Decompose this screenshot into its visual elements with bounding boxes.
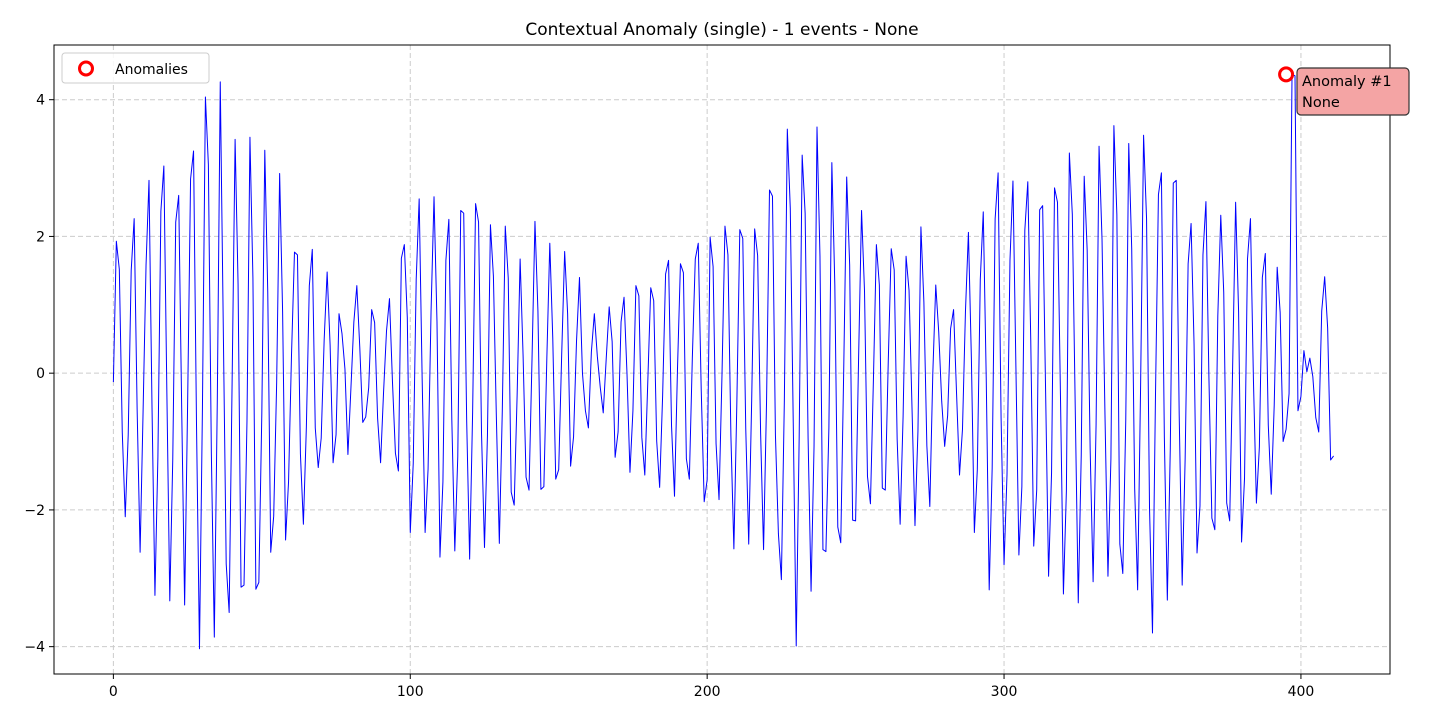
chart-title: Contextual Anomaly (single) - 1 events -… <box>525 20 918 40</box>
legend-anomaly-marker <box>78 60 94 77</box>
series-line <box>112 73 1334 650</box>
axis-ticks: 0 100 200 300 400 −4 −2 0 2 4 <box>24 93 1314 700</box>
x-tick-label: 200 <box>694 684 721 700</box>
x-tick-label: 400 <box>1288 684 1315 700</box>
legend: Anomalies <box>61 52 210 84</box>
y-tick-label: −4 <box>24 640 45 656</box>
y-tick-label: 0 <box>36 366 45 382</box>
x-tick-label: 300 <box>991 684 1018 700</box>
legend-label-anomalies: Anomalies <box>115 62 188 78</box>
anomaly-marker <box>1278 66 1295 83</box>
anomaly-annotation-box <box>1296 67 1410 116</box>
anomaly-annotation-value: None <box>1302 95 1340 111</box>
y-tick-label: 4 <box>36 93 45 109</box>
y-tick-label: 2 <box>36 229 45 245</box>
axes-frame <box>53 44 1391 675</box>
x-tick-label: 100 <box>397 684 424 700</box>
y-tick-label: −2 <box>24 503 45 519</box>
anomaly-annotations: Anomaly #1 None <box>1296 67 1410 116</box>
x-tick-label: 0 <box>109 684 118 700</box>
anomaly-annotation-title: Anomaly #1 <box>1302 74 1392 90</box>
legend-box <box>61 52 210 84</box>
plot-area <box>112 66 1334 650</box>
